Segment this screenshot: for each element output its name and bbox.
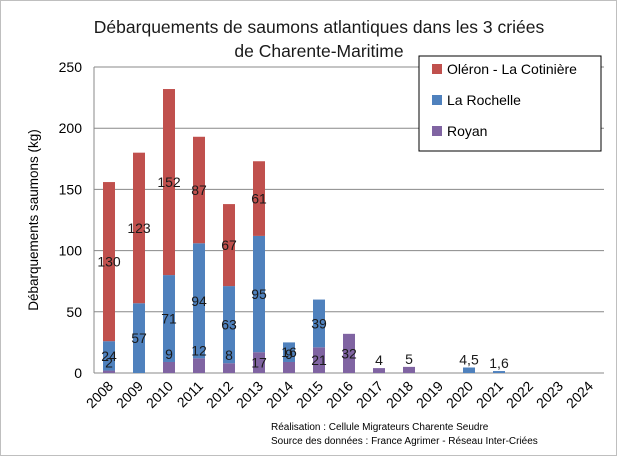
data-label: 9 xyxy=(165,346,173,362)
bar-2021-la-rochelle xyxy=(493,371,505,373)
x-tick-label: 2020 xyxy=(443,378,476,411)
grid-lines xyxy=(93,66,604,374)
legend-label: Royan xyxy=(447,123,487,139)
x-tick-label: 2014 xyxy=(263,378,296,411)
y-tick-label: 0 xyxy=(74,365,82,381)
data-label: 24 xyxy=(101,348,117,364)
credit-note: Réalisation : Cellule Migrateurs Charent… xyxy=(271,422,489,433)
x-tick-label: 2024 xyxy=(563,378,596,411)
bars xyxy=(103,89,505,373)
bar-2016-royan xyxy=(343,333,355,373)
bar-2017-royan xyxy=(373,368,385,373)
data-label: 12 xyxy=(191,342,207,358)
x-tick-label: 2008 xyxy=(83,378,116,411)
bar-2008-royan xyxy=(103,370,115,373)
x-tick-label: 2011 xyxy=(174,378,207,411)
bar-2014-la-rochelle xyxy=(283,342,295,362)
x-tick-label: 2019 xyxy=(413,378,446,411)
data-label: 8 xyxy=(225,347,233,363)
chart-title-line1: Débarquements de saumons atlantiques dan… xyxy=(94,17,545,37)
legend-label: La Rochelle xyxy=(447,92,521,108)
bar-2011-royan xyxy=(193,358,205,373)
bar-2010-royan xyxy=(163,361,175,373)
data-label: 123 xyxy=(127,220,151,236)
bar-2011-la-rochelle xyxy=(193,243,205,359)
data-label: 57 xyxy=(131,330,147,346)
bar-2008-la-rochelle xyxy=(103,341,115,371)
bar-2009-ol-ron-la-cotini-re xyxy=(133,152,145,304)
data-label: 2 xyxy=(105,355,113,371)
bar-2020-la-rochelle xyxy=(463,367,475,373)
y-axis-ticks: 0 50 100 150 200 250 xyxy=(59,59,83,381)
y-tick-label: 100 xyxy=(59,243,83,259)
bar-2012-royan xyxy=(223,363,235,373)
bar-2013-la-rochelle xyxy=(253,235,265,353)
legend-box xyxy=(418,55,602,152)
y-tick-label: 200 xyxy=(59,120,83,136)
legend-swatch xyxy=(432,64,442,74)
y-tick-label: 50 xyxy=(66,304,82,320)
chart-title-line2: de Charente-Maritime xyxy=(234,41,403,61)
bar-2010-la-rochelle xyxy=(163,275,175,362)
bar-2009-la-rochelle xyxy=(133,303,145,373)
data-label: 17 xyxy=(251,355,267,371)
y-tick-label: 150 xyxy=(59,181,83,197)
bar-2013-ol-ron-la-cotini-re xyxy=(253,161,265,236)
data-label: 61 xyxy=(251,191,267,207)
legend-swatch xyxy=(432,126,442,136)
x-tick-label: 2012 xyxy=(203,378,236,411)
legend-label: Oléron - La Cotinière xyxy=(447,61,577,77)
data-label: 39 xyxy=(311,315,327,331)
data-label: 1,6 xyxy=(489,355,509,371)
data-label: 4 xyxy=(375,352,383,368)
x-tick-label: 2009 xyxy=(113,378,146,411)
bar-2008-ol-ron-la-cotini-re xyxy=(103,182,115,342)
x-tick-label: 2018 xyxy=(383,378,416,411)
y-tick-label: 250 xyxy=(59,59,83,75)
data-label: 5 xyxy=(405,351,413,367)
bar-2014-royan xyxy=(283,361,295,373)
source-note: Source des données : France Agrimer - Ré… xyxy=(271,436,538,447)
bar-2010-ol-ron-la-cotini-re xyxy=(163,89,175,276)
x-tick-label: 2015 xyxy=(293,378,326,411)
data-label: 32 xyxy=(341,345,357,361)
data-label: 21 xyxy=(311,352,327,368)
data-label: 9 xyxy=(285,346,293,362)
bar-2011-ol-ron-la-cotini-re xyxy=(193,136,205,244)
bar-2015-royan xyxy=(313,347,325,373)
data-label: 87 xyxy=(191,182,207,198)
data-label: 94 xyxy=(191,293,207,309)
bar-2013-royan xyxy=(253,352,265,373)
bar-2012-la-rochelle xyxy=(223,286,235,364)
data-label: 4,5 xyxy=(459,351,479,367)
data-label: 95 xyxy=(251,286,267,302)
legend-swatch xyxy=(432,95,442,105)
bar-2018-royan xyxy=(403,366,415,373)
data-label: 152 xyxy=(157,174,181,190)
x-tick-label: 2013 xyxy=(233,378,266,411)
data-label: 16 xyxy=(281,344,297,360)
data-label: 67 xyxy=(221,237,237,253)
data-label: 130 xyxy=(97,254,121,270)
x-tick-label: 2021 xyxy=(473,378,506,411)
data-label: 63 xyxy=(221,317,237,333)
legend: Oléron - La Cotinière La Rochelle Royan xyxy=(418,55,602,152)
x-tick-label: 2017 xyxy=(353,378,386,411)
bar-2015-la-rochelle xyxy=(313,299,325,348)
x-tick-label: 2016 xyxy=(323,378,356,411)
x-axis-ticks: 2008200920102011201220132014201520162017… xyxy=(83,378,596,411)
x-tick-label: 2023 xyxy=(533,378,566,411)
x-tick-label: 2010 xyxy=(143,378,176,411)
data-label: 71 xyxy=(161,311,177,327)
y-axis-label: Débarquements saumons (kg) xyxy=(26,129,41,311)
x-tick-label: 2022 xyxy=(503,378,536,411)
bar-2012-ol-ron-la-cotini-re xyxy=(223,204,235,287)
